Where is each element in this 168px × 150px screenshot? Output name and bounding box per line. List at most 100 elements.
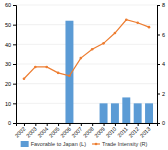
- y2-axis: 0 2 4 6 8: [157, 2, 165, 126]
- point: [23, 77, 26, 80]
- tick: 2006: [59, 123, 72, 139]
- tick-label: 4: [162, 61, 165, 67]
- tick-label: 6: [162, 32, 165, 38]
- tick-mark: [24, 123, 25, 126]
- tick: 2003: [25, 123, 38, 139]
- tick-label: 2003: [25, 126, 38, 139]
- tick-label: 20: [5, 81, 11, 87]
- tick-label: 50: [5, 22, 11, 28]
- tick-label: 2002: [14, 126, 27, 139]
- tick-mark: [58, 123, 59, 126]
- tick-mark: [13, 103, 16, 104]
- point: [114, 32, 117, 35]
- tick: 2005: [48, 123, 61, 139]
- tick: 2012: [127, 123, 140, 139]
- tick-mark: [157, 35, 160, 36]
- tick-label: 2012: [127, 126, 140, 139]
- tick-mark: [69, 123, 70, 126]
- tick: 8: [157, 2, 165, 8]
- bar: [122, 97, 130, 123]
- axis-line: [158, 6, 161, 124]
- tick-mark: [13, 123, 16, 124]
- line: [24, 20, 149, 79]
- tick: 4: [157, 61, 165, 67]
- bar: [31, 123, 39, 124]
- tick: 10: [5, 101, 16, 107]
- point: [91, 48, 94, 51]
- grid: [16, 5, 157, 123]
- tick: 2009: [93, 123, 106, 139]
- bar: [100, 103, 108, 123]
- tick-mark: [13, 64, 16, 65]
- legend-item: Trade Intensity (R): [92, 141, 148, 147]
- tick-mark: [157, 123, 160, 124]
- tick-label: 2005: [48, 126, 61, 139]
- tick-label: 10: [5, 101, 11, 107]
- tick-mark: [104, 123, 105, 126]
- point: [148, 26, 151, 29]
- point: [80, 57, 83, 60]
- point: [68, 75, 71, 78]
- chart-svg: 2002200320042005200620072008200920102011…: [0, 0, 168, 150]
- tick-mark: [13, 25, 16, 26]
- tick: 2007: [70, 123, 83, 139]
- bar-series: [65, 21, 153, 123]
- tick-label: 2011: [116, 126, 129, 139]
- tick-label: 60: [5, 2, 11, 8]
- tick: 40: [5, 42, 16, 48]
- tick-mark: [92, 123, 93, 126]
- legend-label: Favorable to Japan (L): [31, 141, 87, 147]
- tick-label: 2010: [105, 126, 118, 139]
- bar: [111, 103, 119, 123]
- axis-line: [17, 124, 158, 127]
- bar: [145, 103, 153, 123]
- tick: 2011: [116, 123, 129, 138]
- tick-label: 2004: [36, 126, 49, 139]
- tick: 2004: [36, 123, 49, 139]
- tick: 6: [157, 32, 165, 38]
- line-series: [23, 18, 151, 80]
- bar: [77, 123, 85, 124]
- tick-mark: [126, 123, 127, 126]
- legend-swatch: [92, 143, 100, 144]
- tick-mark: [115, 123, 116, 126]
- bar: [20, 123, 28, 124]
- tick-label: 2009: [93, 126, 106, 139]
- grid-line: [16, 44, 157, 45]
- chart-container: 2002200320042005200620072008200920102011…: [0, 0, 168, 150]
- axis-line: [13, 6, 17, 124]
- tick-label: 2007: [70, 126, 83, 139]
- tick-mark: [138, 123, 139, 126]
- tick: 0: [8, 120, 16, 126]
- tick: 2: [157, 91, 165, 97]
- tick: 2010: [105, 123, 118, 139]
- tick-mark: [149, 123, 150, 126]
- tick-mark: [13, 5, 16, 6]
- tick-label: 2008: [82, 126, 95, 139]
- marks: [23, 18, 153, 123]
- point: [57, 72, 60, 75]
- tick: 50: [5, 22, 16, 28]
- x-axis: 2002200320042005200620072008200920102011…: [14, 123, 158, 139]
- tick-label: 8: [162, 2, 165, 8]
- point: [125, 18, 128, 21]
- tick: 60: [5, 2, 16, 8]
- bar: [54, 123, 62, 124]
- tick-label: 40: [5, 42, 11, 48]
- tick-label: 2013: [139, 126, 152, 139]
- tick: 20: [5, 81, 16, 87]
- plot: 2002200320042005200620072008200920102011…: [5, 2, 165, 138]
- point: [102, 42, 105, 45]
- tick: 2002: [14, 123, 27, 139]
- legend-marker: [95, 143, 98, 146]
- tick-mark: [157, 94, 160, 95]
- tick-mark: [81, 123, 82, 126]
- grid-line: [16, 24, 157, 25]
- tick-label: 2: [162, 91, 165, 97]
- bar: [134, 103, 142, 123]
- point: [136, 21, 139, 24]
- tick-label: 30: [5, 61, 11, 67]
- tick-label: 0: [162, 120, 165, 126]
- legend-label: Trade Intensity (R): [102, 141, 148, 147]
- tick-mark: [35, 123, 36, 126]
